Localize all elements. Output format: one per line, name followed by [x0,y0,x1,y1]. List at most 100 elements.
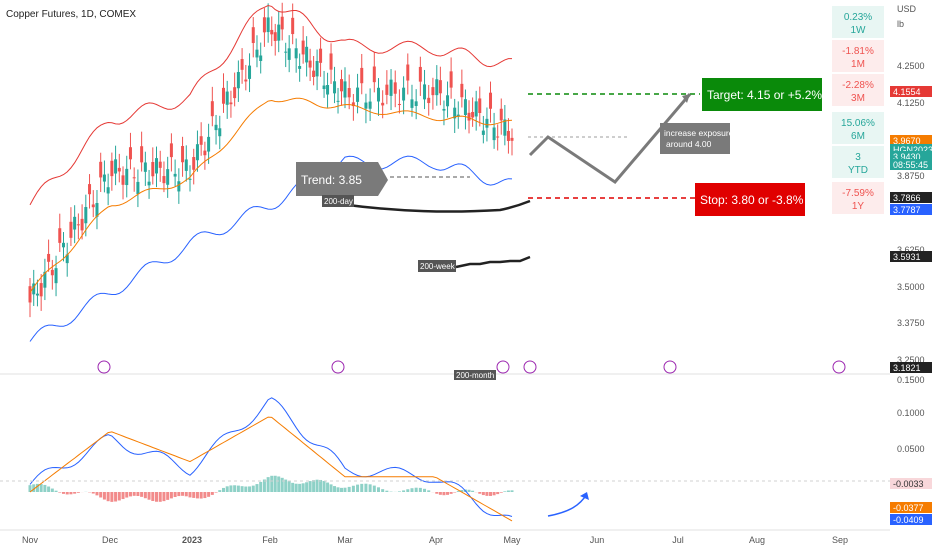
candle-body [28,286,32,303]
macd-histogram-bar [58,492,62,493]
candle-body [402,87,406,101]
performance-pct: -2.28% [842,80,874,91]
unit-label: lb [897,19,904,29]
candle-body [503,119,507,136]
macd-histogram-bar [214,492,218,493]
projection-arrowhead [682,94,690,103]
mid-band-line [29,97,513,293]
ma200-week-line [455,255,531,269]
performance-pct: -1.81% [842,46,874,57]
macd-histogram-bar [39,484,43,492]
candle-body [347,88,351,98]
ma200-week-label: 200-week [420,262,456,271]
candle-body [61,242,65,248]
price-tag [890,204,932,215]
macd-histogram-bar [28,485,32,492]
macd-histogram-bar [478,492,482,494]
macd-tags: -0.0033 -0.0377 -0.0409 [890,478,932,525]
macd-histogram-bar [43,484,47,492]
candle-body [393,82,397,94]
candle-body [147,181,151,186]
macd-histogram-bar [315,479,319,492]
event-icon[interactable] [97,360,111,374]
event-icon[interactable] [331,360,345,374]
candle-body [262,17,266,33]
candle-body [368,101,372,109]
macd-histogram-bar [343,487,347,492]
performance-tile [832,40,884,72]
macd-histogram-bar [364,483,368,492]
macd-histogram-bar [305,482,309,492]
macd-histogram-bar [347,486,351,492]
macd-histogram-bar [291,482,295,492]
candle-body [343,81,347,98]
macd-tag [890,502,932,513]
macd-histogram-bar [460,490,464,492]
macd-histogram-bar [229,485,233,492]
event-icon[interactable] [496,360,510,374]
candle-body [326,85,330,95]
performance-tile [832,112,884,144]
macd-histogram-bar [91,492,95,494]
macd-histogram-bar [333,486,337,492]
event-icon[interactable] [832,360,846,374]
macd-histogram-bar [255,484,259,492]
macd-histogram-bar [132,492,136,496]
candle-body [340,79,344,92]
candle-body [99,161,103,178]
candle-body [427,97,431,104]
candle-body [39,283,43,297]
candle-body [360,67,364,84]
candle-body [47,253,51,262]
event-icon[interactable] [663,360,677,374]
ma200-week-box [418,260,456,272]
price-tick-label: 3.6250 [897,245,925,255]
macd-histogram-bar [73,492,77,494]
performance-tile [832,6,884,38]
macd-histogram-bar [110,492,114,502]
candle-body [294,48,298,59]
event-icons[interactable] [97,360,846,374]
macd-histogram-bar [492,492,496,496]
macd-histogram-bar [277,476,281,492]
candle-body [158,161,162,168]
price-tag-label: 4.1554 [893,87,921,97]
performance-period: 1Y [852,201,865,212]
candle-body [195,144,199,161]
macd-histogram-bar [372,485,376,492]
macd-histogram-bar [244,486,248,492]
price-tag-label: 3.9670 [893,136,921,146]
price-tag [890,159,932,170]
macd-tick-label: 0.1000 [897,408,925,418]
candle-body [435,79,439,96]
ma200-day-label: 200-day [324,197,353,206]
macd-histogram-bar [114,492,118,502]
price-tag [890,144,932,155]
macd-annotation-arrow [547,493,588,517]
candle-body [284,51,288,53]
macd-histogram-bar [173,492,177,497]
candle-body [166,169,170,185]
macd-line [29,397,513,517]
macd-histogram-bar [125,492,129,498]
macd-histogram-bar [251,485,255,492]
macd-histogram-bar [188,492,192,498]
candle-body [273,32,277,41]
candle-body [496,136,500,138]
candle-body [54,268,58,284]
price-tag-label: 3.5931 [893,252,921,262]
price-tick-label: 3.8750 [897,171,925,181]
macd-histogram-bar [446,492,450,495]
candle-body [489,92,493,109]
candle-body [322,85,326,90]
macd-histogram-bar [368,484,372,492]
time-tick-label: Aug [749,535,765,545]
macd-histogram-bar [506,490,510,492]
candle-body [510,137,514,141]
exposure-label-box [660,123,730,154]
ma200-month-box [454,370,496,380]
macd-histogram-bar [489,492,493,496]
lightning-event-icon[interactable] [523,360,537,374]
time-tick-label: Feb [262,535,278,545]
candle-body [467,112,471,121]
